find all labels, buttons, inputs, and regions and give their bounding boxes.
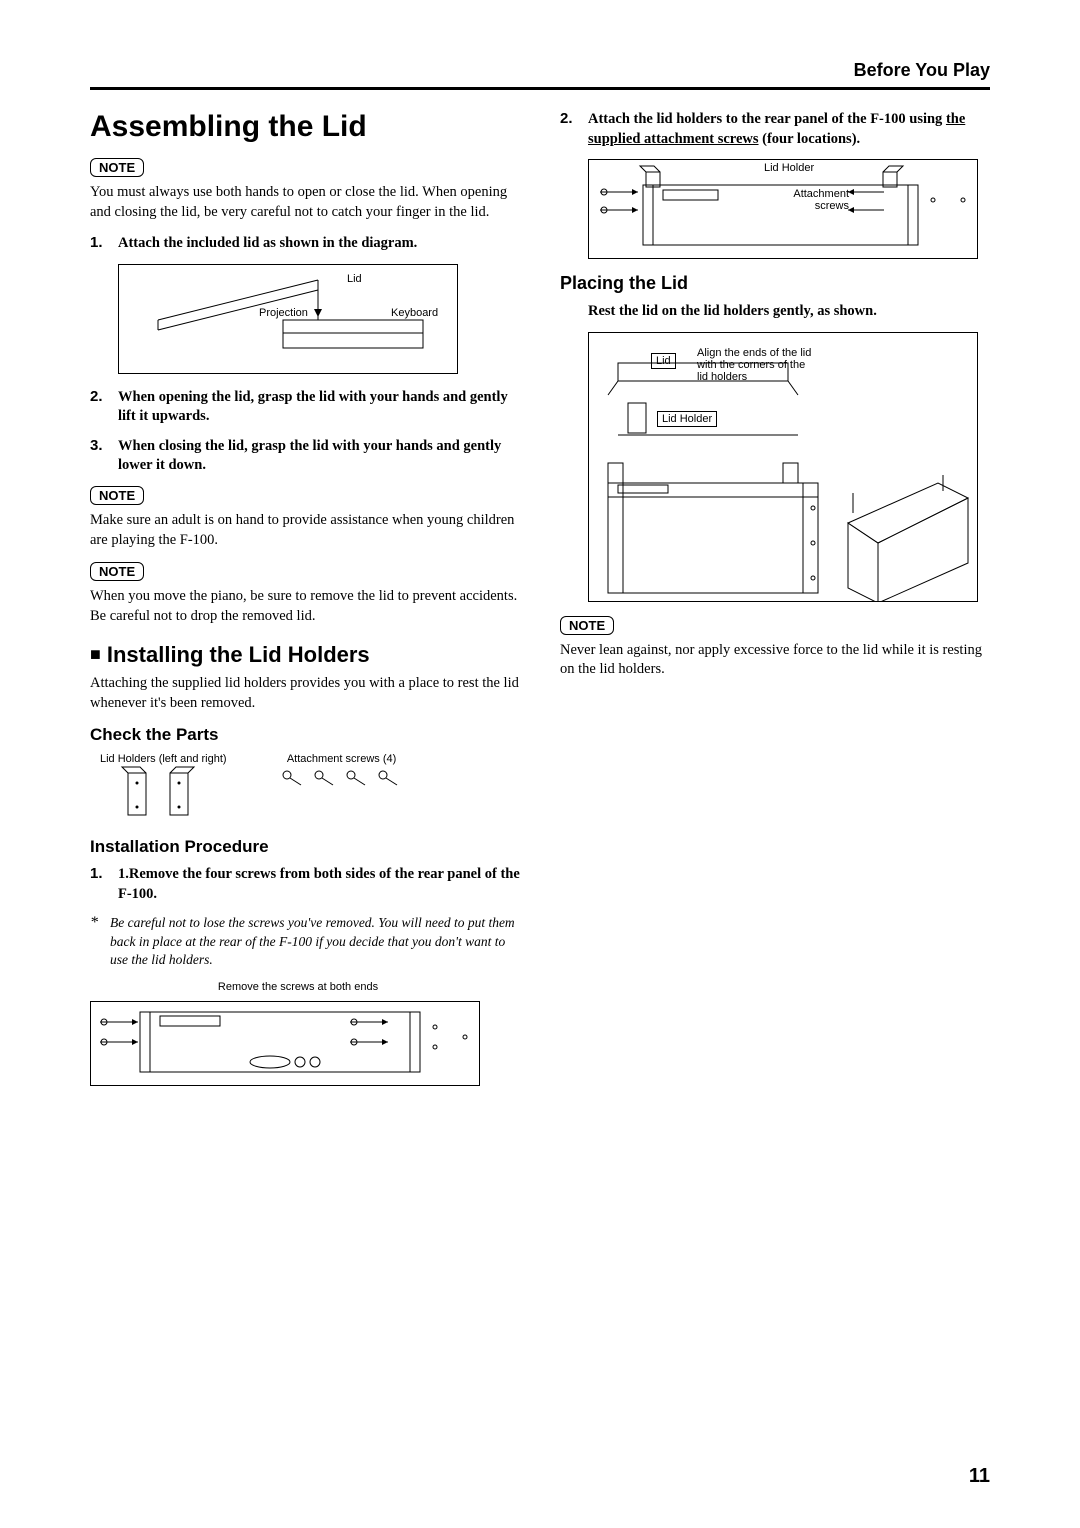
step-1: 1. Attach the included lid as shown in t… — [90, 234, 520, 254]
note-label-4: NOTE — [560, 616, 614, 635]
diagram-attach-holders: Lid Holder Attachment screws — [588, 159, 978, 259]
left-column: Assembling the Lid NOTE You must always … — [90, 110, 520, 1100]
note-text-1: You must always use both hands to open o… — [90, 183, 520, 222]
running-header: Before You Play — [90, 60, 990, 90]
step-num: 1. — [90, 865, 118, 904]
parts-screws-group: Attachment screws (4) — [277, 753, 407, 798]
step-text: When opening the lid, grasp the lid with… — [118, 388, 520, 427]
diagram-label-lidholder: Lid Holder — [764, 162, 814, 174]
install-intro: Attaching the supplied lid holders provi… — [90, 674, 520, 713]
note-text-2: Make sure an adult is on hand to provide… — [90, 511, 520, 550]
diagram-label-align: Align the ends of the lid with the corne… — [697, 347, 817, 383]
step-num: 3. — [90, 437, 118, 476]
proc-step-1-note: * Be careful not to lose the screws you'… — [90, 914, 520, 981]
parts-screws-label: Attachment screws (4) — [277, 753, 407, 765]
step-3: 3. When closing the lid, grasp the lid w… — [90, 437, 520, 476]
step-2: 2. When opening the lid, grasp the lid w… — [90, 388, 520, 427]
lid-diagram-svg — [118, 265, 458, 373]
parts-diagram: Lid Holders (left and right) Attachment … — [100, 753, 480, 823]
parts-holders-label: Lid Holders (left and right) — [100, 753, 227, 765]
step-text: Attach the lid holders to the rear panel… — [588, 110, 990, 149]
parts-holders-group: Lid Holders (left and right) — [100, 753, 227, 823]
step-num: 2. — [90, 388, 118, 427]
note-label-1: NOTE — [90, 158, 144, 177]
note-label-2: NOTE — [90, 486, 144, 505]
placing-step: Rest the lid on the lid holders gently, … — [560, 302, 990, 322]
install-heading: ■ Installing the Lid Holders — [90, 642, 520, 668]
diagram-remove-screws-wrap: Remove the screws at both ends — [90, 981, 520, 1086]
diagram-lid-attach: Lid Projection Keyboard — [118, 264, 458, 374]
square-bullet-icon: ■ — [90, 644, 101, 664]
proc-step-1: 1. 1.Remove the four screws from both si… — [90, 865, 520, 904]
step-num: 2. — [560, 110, 588, 149]
note-text-4: Never lean against, nor apply excessive … — [560, 641, 990, 680]
diagram-caption: Remove the screws at both ends — [118, 981, 478, 993]
step-text-c: (four locations). — [759, 131, 861, 147]
main-title: Assembling the Lid — [90, 110, 520, 144]
diagram-label-lidholder2: Lid Holder — [657, 411, 717, 427]
step-text-a: Attach the lid holders to the rear panel… — [588, 111, 946, 127]
placing-heading: Placing the Lid — [560, 273, 990, 294]
step-text: 1.Remove the four screws from both sides… — [118, 865, 520, 904]
diagram-label-projection: Projection — [259, 307, 308, 319]
note-label-3: NOTE — [90, 562, 144, 581]
note-text-3: When you move the piano, be sure to remo… — [90, 587, 520, 626]
diagram-label-screws: Attachment screws — [779, 188, 849, 212]
diagram-placing-lid: Lid Align the ends of the lid with the c… — [588, 332, 978, 602]
step-text: Attach the included lid as shown in the … — [118, 234, 417, 254]
right-step-2: 2. Attach the lid holders to the rear pa… — [560, 110, 990, 149]
running-title: Before You Play — [854, 60, 990, 80]
asterisk-icon: * — [90, 914, 110, 981]
diagram-remove-screws — [90, 1001, 480, 1086]
screws-svg — [277, 765, 407, 795]
holders-svg — [118, 765, 208, 820]
step-spacer — [560, 302, 588, 322]
page-number: 11 — [969, 1465, 990, 1488]
diagram-label-keyboard: Keyboard — [391, 307, 438, 319]
diagram-label-lid: Lid — [347, 273, 362, 285]
install-title-text: Installing the Lid Holders — [107, 642, 370, 667]
install-proc-heading: Installation Procedure — [90, 837, 520, 857]
check-parts-heading: Check the Parts — [90, 725, 520, 745]
proc-note-text: Be careful not to lose the screws you've… — [110, 914, 520, 969]
step-text: When closing the lid, grasp the lid with… — [118, 437, 520, 476]
right-column: 2. Attach the lid holders to the rear pa… — [560, 110, 990, 1100]
step-num: 1. — [90, 234, 118, 254]
remove-screws-svg — [90, 1002, 480, 1085]
diagram-label-lid: Lid — [651, 353, 676, 369]
content-columns: Assembling the Lid NOTE You must always … — [90, 110, 990, 1100]
placing-text: Rest the lid on the lid holders gently, … — [588, 302, 877, 322]
